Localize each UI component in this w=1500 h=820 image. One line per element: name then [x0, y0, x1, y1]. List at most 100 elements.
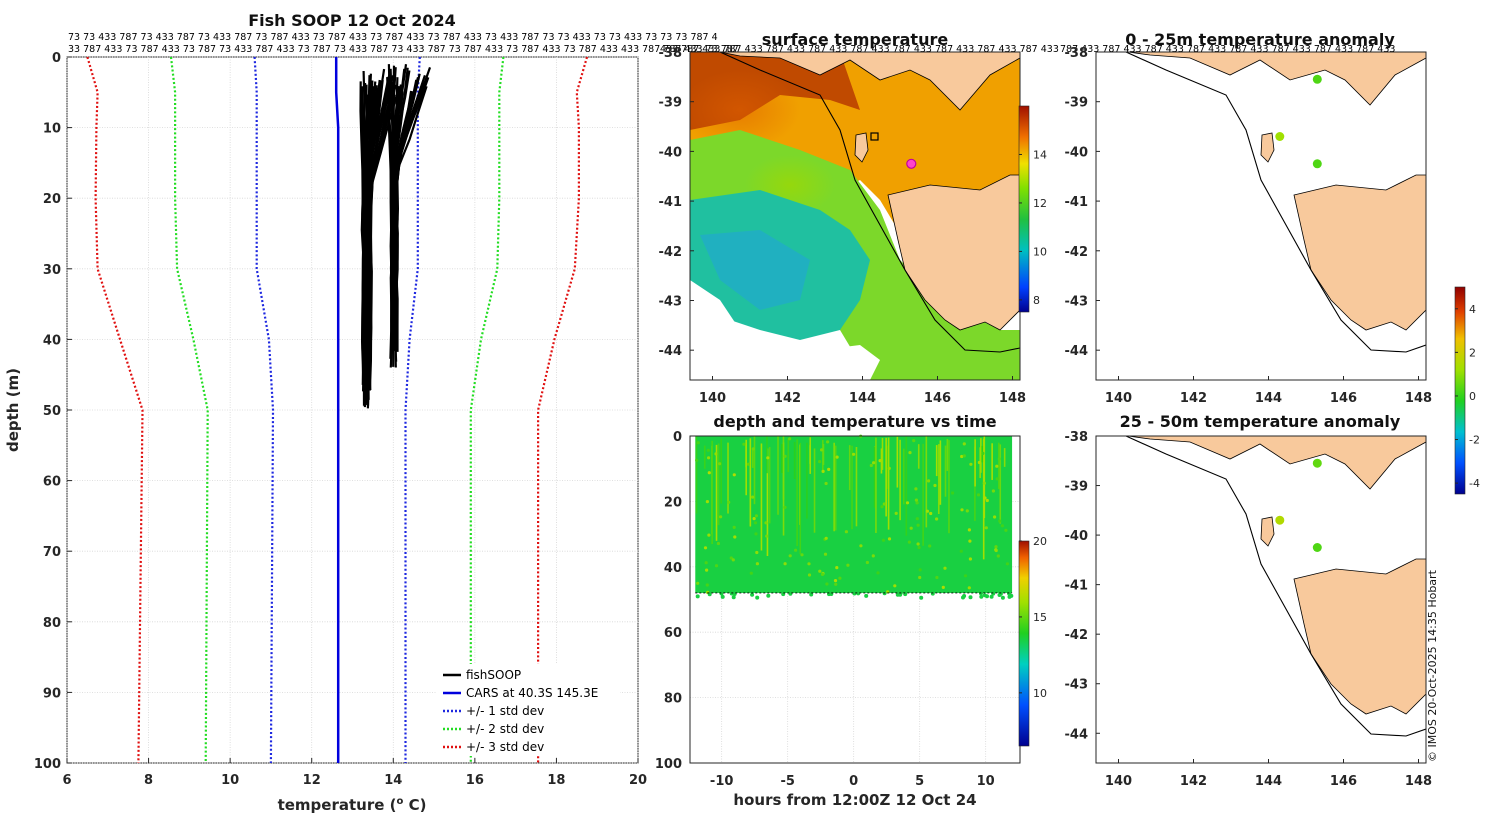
dt-sample-point: [783, 562, 787, 566]
fishsoop-profile: [368, 92, 399, 391]
anom1-frame: [1095, 51, 1427, 381]
colorbar-tick: 10: [1033, 687, 1047, 700]
dt-sample-point: [695, 458, 699, 462]
time-colorbar-ticks: 10 15 20: [1019, 535, 1047, 700]
dt-sample-point: [912, 439, 916, 443]
map-x-tick: 148: [1405, 774, 1432, 789]
dt-sample-point: [705, 583, 709, 587]
std-line: [469, 56, 505, 763]
dt-sample-point: [705, 500, 710, 504]
map-y-tick: -43: [1065, 678, 1089, 693]
profile-y-label: depth (m): [4, 368, 22, 452]
dt-bottom-point: [1009, 593, 1014, 598]
sst-colorbar: [1018, 105, 1030, 313]
profile-id-row-1: 73 73 433 787 73 433 787 73 433 787 73 7…: [68, 32, 718, 43]
anomaly-point: [1312, 458, 1322, 468]
depth-time-samples: [695, 434, 1014, 600]
profile-x-tick: 16: [466, 773, 484, 788]
dt-sample-point: [766, 456, 770, 460]
dt-sample-point: [846, 563, 850, 567]
dt-y-tick: 20: [664, 495, 682, 510]
dt-sample-point: [749, 571, 753, 575]
profile-x-tick: 20: [629, 773, 647, 788]
map-x-tick: 144: [1255, 774, 1282, 789]
legend-std3: +/- 3 std dev: [466, 740, 544, 754]
anom2-map: [1096, 436, 1426, 763]
dt-sample-point: [968, 539, 972, 543]
anom2-points: [1275, 458, 1322, 552]
dt-sample-point: [963, 574, 968, 578]
dt-sample-point: [967, 528, 972, 532]
dt-sample-point: [859, 544, 863, 548]
colorbar-tick: 4: [1469, 303, 1476, 316]
anomaly-colorbar-ticks: -4 -2 0 2 4: [1455, 303, 1480, 490]
dt-bottom-point: [979, 594, 984, 599]
dt-sample-point: [907, 540, 912, 544]
map-x-tick: 146: [1330, 774, 1357, 789]
dt-sample-point: [927, 479, 931, 483]
anomaly-colorbar: [1454, 286, 1466, 495]
map-x-tick: 142: [1180, 774, 1207, 789]
sst-gap-3: [820, 345, 880, 380]
colorbar-tick: 2: [1469, 346, 1476, 359]
dt-sample-point: [754, 514, 759, 518]
dt-bottom-point: [695, 594, 700, 599]
sst-map: [690, 52, 1020, 380]
dt-sample-point: [719, 515, 723, 519]
dt-sample-point: [941, 585, 945, 590]
dt-sample-point: [755, 562, 760, 566]
profile-y-tick: 10: [43, 122, 61, 137]
map-y-tick: -38: [1065, 46, 1089, 61]
dt-sample-field: [695, 436, 1013, 593]
dt-sample-point: [852, 452, 856, 456]
anom1-id-row: 787 433 787 433 787 433 787 433 787 433 …: [1060, 44, 1395, 55]
dt-y-tick: 60: [664, 626, 682, 641]
dt-sample-point: [788, 554, 792, 558]
depth-time-title: depth and temperature vs time: [713, 412, 996, 431]
profile-grid: [66, 56, 639, 764]
map-x-tick: 140: [699, 391, 726, 406]
cars-mean-line: [334, 57, 340, 763]
dt-sample-point: [995, 477, 999, 481]
dt-bottom-point: [809, 592, 814, 597]
dt-sample-point: [981, 451, 985, 455]
profile-y-tick: 40: [43, 333, 61, 348]
dt-sample-point: [959, 549, 963, 553]
profile-id-row-2: 33 787 433 73 787 433 73 787 73 433 787 …: [68, 44, 739, 55]
profile-x-label-tail: C): [403, 796, 426, 814]
dt-sample-point: [893, 584, 897, 588]
sst-colorbar-ticks: 8 10 12 14: [1019, 148, 1047, 307]
depth-time-panel: depth and temperature vs time -10 -5 0 5 100…: [655, 412, 1047, 809]
dt-sample-point: [982, 481, 986, 485]
dt-bottom-point: [930, 591, 935, 596]
sst-eddy-warm: [690, 70, 800, 150]
dt-sample-point: [788, 437, 792, 441]
dt-sample-point: [960, 454, 964, 459]
dt-sample-point: [833, 579, 838, 583]
map-x-tick: 146: [1330, 391, 1357, 406]
dt-bottom-point: [731, 595, 736, 600]
dt-sample-point: [818, 569, 822, 573]
dt-sample-point: [807, 573, 812, 577]
dt-sample-point: [880, 505, 884, 509]
dt-bottom-point: [788, 591, 793, 596]
dt-sample-point: [968, 557, 973, 561]
profile-y-tick: 30: [43, 263, 61, 278]
dt-sample-point: [707, 456, 711, 460]
map-x-tick: 148: [999, 391, 1026, 406]
profile-x-label-head: temperature (: [278, 796, 397, 814]
map-y-tick: -40: [1065, 529, 1089, 544]
profile-y-tick: 90: [43, 686, 61, 701]
colorbar-tick: 0: [1469, 390, 1476, 403]
dt-bottom-point: [750, 592, 755, 597]
dt-sample-point: [943, 566, 947, 570]
map-y-tick: -43: [659, 294, 683, 309]
map-y-tick: -41: [659, 195, 683, 210]
dt-sample-point: [727, 500, 731, 504]
dt-bottom-point: [989, 594, 994, 599]
dt-sample-point: [914, 498, 919, 502]
profile-x-ticks: 6 8 10 12 14 16 18 20: [62, 758, 647, 788]
dt-x-tick: 10: [977, 774, 995, 789]
dt-sample-point: [716, 541, 721, 546]
dt-y-tick: 80: [664, 692, 682, 707]
